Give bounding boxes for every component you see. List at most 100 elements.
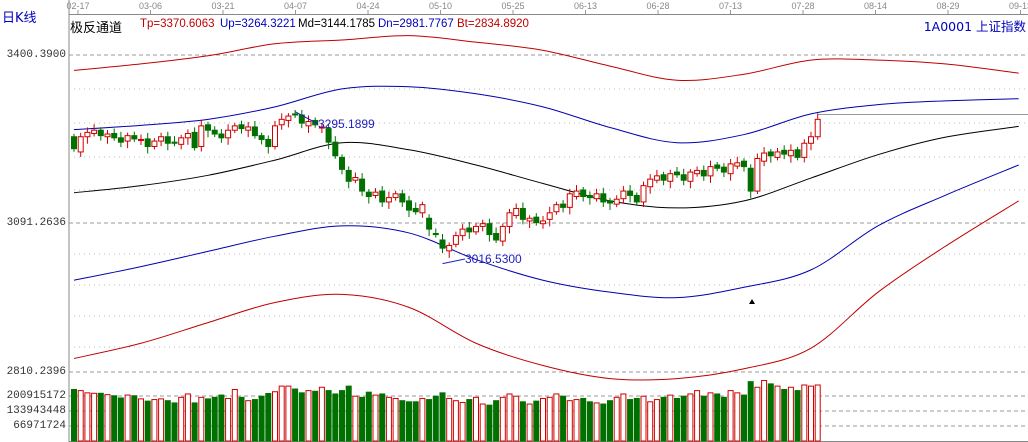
high-annotation-line bbox=[294, 111, 319, 125]
candle-up bbox=[473, 225, 479, 233]
volume-bar bbox=[426, 399, 433, 442]
candle-down bbox=[794, 149, 801, 158]
candle-up bbox=[446, 244, 453, 252]
volume-bar bbox=[674, 397, 680, 442]
date-label: 03-06 bbox=[138, 1, 163, 11]
candle-up bbox=[385, 197, 392, 203]
candle-down bbox=[71, 136, 77, 150]
price-axis-label: 3091.2636 bbox=[6, 217, 66, 229]
volume-bar bbox=[191, 402, 198, 442]
volume-bar bbox=[479, 403, 486, 442]
volume-bar bbox=[660, 396, 667, 442]
volume-bar bbox=[446, 397, 453, 442]
candle-down bbox=[466, 227, 473, 233]
volume-bar bbox=[647, 401, 654, 442]
candle-down bbox=[586, 194, 593, 199]
candle-down bbox=[533, 216, 540, 224]
volume-bar bbox=[77, 390, 84, 442]
candle-up bbox=[184, 132, 191, 139]
volume-bar bbox=[231, 388, 238, 442]
volume-bar bbox=[238, 396, 245, 442]
date-label: 08-14 bbox=[863, 1, 888, 11]
candle-down bbox=[580, 189, 587, 198]
candle-up bbox=[479, 223, 486, 227]
volume-bar bbox=[419, 397, 426, 442]
volume-bar bbox=[111, 395, 118, 442]
volume-bar bbox=[727, 390, 734, 442]
volume-bar bbox=[379, 393, 386, 442]
candle-down bbox=[258, 135, 265, 140]
volume-bar bbox=[339, 390, 345, 442]
volume-bar bbox=[466, 399, 473, 442]
volume-bar bbox=[171, 402, 178, 442]
candle-up bbox=[419, 204, 426, 214]
symbol-label: 1A0001 上证指数 bbox=[923, 19, 1026, 34]
candle-down bbox=[560, 203, 567, 208]
candle-up bbox=[774, 151, 781, 158]
volume-bar bbox=[754, 386, 761, 442]
candle-up bbox=[158, 136, 165, 142]
price-axis-label: 3400.3900 bbox=[6, 49, 66, 61]
candle-down bbox=[131, 135, 138, 140]
volume-bar bbox=[124, 394, 131, 442]
volume-bar bbox=[144, 400, 151, 442]
date-label: 07-13 bbox=[718, 1, 743, 11]
candle-down bbox=[251, 126, 258, 137]
volume-bar bbox=[225, 397, 232, 442]
candle-down bbox=[171, 141, 178, 144]
band-up bbox=[73, 85, 1019, 144]
volume-bar bbox=[459, 401, 466, 442]
volume-axis-label: 200915172 bbox=[6, 390, 66, 402]
volume-bar bbox=[164, 400, 171, 442]
volume-bar bbox=[285, 385, 292, 442]
volume-bar bbox=[385, 396, 392, 442]
candle-up bbox=[640, 185, 647, 203]
volume-bar bbox=[352, 395, 359, 442]
volume-bar bbox=[687, 393, 694, 442]
volume-bar bbox=[493, 400, 500, 442]
volume-bar bbox=[580, 397, 587, 442]
volume-bar bbox=[707, 392, 714, 442]
date-label: 04-24 bbox=[356, 1, 380, 11]
candle-down bbox=[700, 169, 707, 177]
candle-up bbox=[727, 163, 734, 175]
candle-down bbox=[406, 200, 412, 211]
volume-axis-label: 66971724 bbox=[13, 420, 66, 432]
candle-down bbox=[439, 239, 446, 249]
volume-bar bbox=[526, 403, 533, 442]
volume-bar bbox=[345, 385, 352, 442]
candle-down bbox=[680, 174, 687, 181]
volume-bar bbox=[747, 381, 754, 442]
volume-bar bbox=[439, 392, 446, 442]
indicator-name: 极反通道 bbox=[70, 21, 123, 36]
volume-bar bbox=[292, 388, 299, 442]
candle-down bbox=[674, 171, 680, 176]
period-label[interactable]: 日K线 bbox=[2, 11, 37, 26]
volume-bar bbox=[761, 380, 768, 442]
candle-up bbox=[499, 225, 506, 242]
candle-up bbox=[138, 138, 144, 141]
volume-bar bbox=[540, 397, 546, 442]
volume-bar bbox=[198, 396, 205, 442]
volume-bar bbox=[794, 390, 801, 442]
candle-down bbox=[205, 124, 211, 131]
candle-up bbox=[513, 207, 520, 217]
volume-bar bbox=[117, 397, 124, 442]
volume-bar bbox=[325, 390, 332, 442]
candle-down bbox=[332, 141, 339, 157]
volume-bar bbox=[781, 388, 788, 442]
volume-bar bbox=[245, 400, 252, 442]
candle-up bbox=[506, 212, 513, 227]
volume-bar bbox=[553, 393, 560, 442]
candle-up bbox=[352, 176, 359, 181]
volume-bar bbox=[787, 386, 794, 442]
candle-up bbox=[566, 193, 573, 208]
high-annotation: 3295.1899 bbox=[318, 117, 375, 131]
candle-up bbox=[245, 126, 252, 131]
volume-bar bbox=[714, 393, 721, 442]
volume-bar bbox=[265, 393, 272, 442]
volume-bar bbox=[653, 399, 660, 442]
candle-up bbox=[620, 190, 627, 200]
band-tp bbox=[73, 35, 1019, 81]
